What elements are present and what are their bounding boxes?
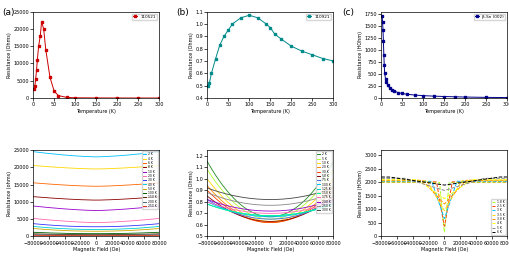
- Legend: 110521: 110521: [132, 14, 157, 20]
- X-axis label: Temperature (K): Temperature (K): [76, 109, 116, 114]
- X-axis label: Magnetic Field (Oe): Magnetic Field (Oe): [420, 247, 467, 252]
- X-axis label: Magnetic Field (Oe): Magnetic Field (Oe): [246, 247, 293, 252]
- Text: (c): (c): [342, 8, 354, 17]
- Legend: 1.8 K, 2.5 K, 3 K, 3.5 K, 3.8 K, 4 K, 5 K, 6 K: 1.8 K, 2.5 K, 3 K, 3.5 K, 3.8 K, 4 K, 5 …: [491, 199, 505, 235]
- Y-axis label: Resistance (Ohms): Resistance (Ohms): [188, 32, 193, 78]
- Y-axis label: Resistance (HOhm): Resistance (HOhm): [357, 31, 362, 78]
- X-axis label: Temperature (K): Temperature (K): [250, 109, 290, 114]
- Y-axis label: Resistance (Ohms): Resistance (Ohms): [188, 170, 193, 216]
- Legend: 2 K, 4 K, 6 K, 8 K, 10 K, 20 K, 30 K, 40 K, 50 K, 100 K, 150 K, 200 K, 250 K: 2 K, 4 K, 6 K, 8 K, 10 K, 20 K, 30 K, 40…: [142, 151, 157, 209]
- Text: (a): (a): [3, 8, 15, 17]
- X-axis label: Magnetic Field (Oe): Magnetic Field (Oe): [72, 247, 120, 252]
- Y-axis label: Resistance (ohms): Resistance (ohms): [7, 171, 12, 216]
- Legend: β-Sn (002): β-Sn (002): [473, 14, 504, 20]
- Legend: 110921: 110921: [305, 14, 331, 20]
- Y-axis label: Resistance (Ohms): Resistance (Ohms): [7, 32, 12, 78]
- Legend: 2 K, 5 K, 10 K, 20 K, 30 K, 50 K, 75 K, 100 K, 125 K, 150 K, 175 K, 200 K, 250 K: 2 K, 5 K, 10 K, 20 K, 30 K, 50 K, 75 K, …: [316, 151, 331, 213]
- X-axis label: Temperature (K): Temperature (K): [423, 109, 463, 114]
- Text: (b): (b): [176, 8, 188, 17]
- Y-axis label: Resistance (HOhm): Resistance (HOhm): [357, 170, 362, 217]
